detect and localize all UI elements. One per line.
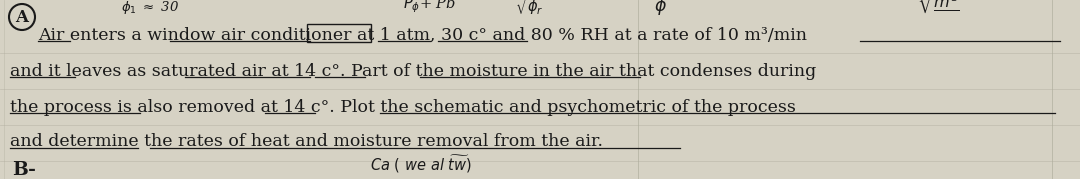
Text: $\mathit{Ca\ (\ we\ al\ \widetilde{tw})}$: $\mathit{Ca\ (\ we\ al\ \widetilde{tw})}… <box>370 153 472 175</box>
Text: $P_{\phi}$+ Pb: $P_{\phi}$+ Pb <box>404 0 457 15</box>
Text: the process is also removed at 14 c°. Plot the schematic and psychometric of the: the process is also removed at 14 c°. Pl… <box>10 98 796 115</box>
Text: $\sqrt{\phi_r}$: $\sqrt{\phi_r}$ <box>515 0 545 17</box>
Text: A: A <box>15 9 28 26</box>
Text: $\sqrt{\dfrac{m^3}{\,}}$: $\sqrt{\dfrac{m^3}{\,}}$ <box>917 0 963 19</box>
Text: $\mathit{\phi_1}$ $\approx$ 30: $\mathit{\phi_1}$ $\approx$ 30 <box>121 0 179 16</box>
Text: and it leaves as saturated air at 14 c°. Part of the moisture in the air that co: and it leaves as saturated air at 14 c°.… <box>10 62 816 79</box>
Text: and determine the rates of heat and moisture removal from the air.: and determine the rates of heat and mois… <box>10 134 603 151</box>
Text: $\phi$: $\phi$ <box>653 0 666 17</box>
Text: B-: B- <box>12 161 36 179</box>
Text: Air enters a window air conditioner at 1 atm, 30 c° and 80 % RH at a rate of 10 : Air enters a window air conditioner at 1… <box>38 26 807 43</box>
